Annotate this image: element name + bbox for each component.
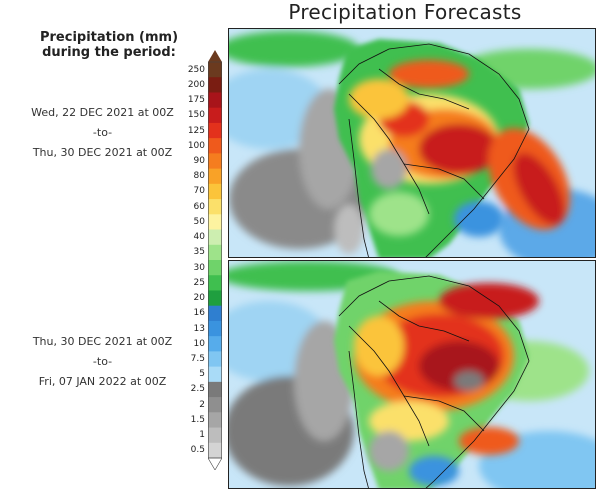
colorbar-label-60: 60: [193, 201, 205, 212]
colorbar-swatch-150: [208, 107, 222, 124]
colorbar-label-0.5: 0.5: [190, 445, 205, 456]
colorbar-swatch-7.5: [208, 351, 222, 368]
colorbar-swatch-60: [208, 199, 222, 215]
colorbar-swatch-25: [208, 275, 222, 291]
colorbar-label-10: 10: [193, 338, 205, 349]
precip-field-week2: [354, 283, 539, 486]
colorbar-swatch-16: [208, 305, 222, 322]
legend-heading-line1: Precipitation (mm): [39, 30, 179, 45]
period-1-start: Wed, 22 DEC 2021 at 00Z: [31, 106, 174, 119]
colorbar-label-80: 80: [193, 171, 205, 182]
colorbar-label-175: 175: [187, 95, 205, 106]
colorbar-label-150: 150: [187, 110, 205, 121]
colorbar-swatch-175: [208, 92, 222, 109]
colorbar-label-50: 50: [193, 216, 205, 227]
colorbar-swatch-35: [208, 244, 222, 261]
colorbar-label-90: 90: [193, 156, 205, 166]
country-borders-2: [338, 275, 530, 488]
colorbar-swatch-10: [208, 336, 222, 352]
colorbar-swatch-2.5: [208, 381, 222, 398]
precip-field-week1: [334, 60, 570, 254]
colorbar-swatch-1: [208, 427, 222, 444]
colorbar-border: [208, 61, 222, 459]
forecast-map-week1: [228, 28, 596, 258]
colorbar-swatch-2: [208, 397, 222, 413]
period-2-separator: -to-: [92, 355, 113, 368]
colorbar-label-1: 1: [199, 430, 205, 441]
period-1-separator: -to-: [92, 126, 113, 139]
colorbar-label-200: 200: [187, 79, 205, 90]
country-borders: [338, 43, 530, 257]
colorbar-top-arrow: [208, 50, 222, 62]
colorbar-swatch-5: [208, 366, 222, 383]
colorbar: [208, 50, 222, 470]
colorbar-label-5: 5: [199, 369, 205, 380]
legend-heading-line2: during the period:: [42, 45, 176, 60]
colorbar-label-25: 25: [193, 277, 205, 288]
page-title: Precipitation Forecasts: [288, 0, 522, 24]
colorbar-label-250: 250: [187, 64, 205, 75]
legend-heading: Precipitation (mm) during the period:: [14, 30, 204, 60]
map-week1-svg: [229, 29, 595, 257]
colorbar-label-125: 125: [187, 125, 205, 136]
colorbar-bottom-arrow: [208, 457, 222, 470]
colorbar-label-1.5: 1.5: [190, 414, 205, 425]
period-1-end: Thu, 30 DEC 2021 at 00Z: [32, 146, 173, 159]
colorbar-label-40: 40: [193, 232, 205, 243]
colorbar-label-100: 100: [187, 140, 205, 151]
period-2-start: Thu, 30 DEC 2021 at 00Z: [32, 335, 173, 348]
forecast-map-week2: [228, 260, 596, 489]
period-2-end: Fri, 07 JAN 2022 at 00Z: [38, 375, 167, 388]
colorbar-swatch-50: [208, 214, 222, 231]
colorbar-swatch-100: [208, 138, 222, 154]
colorbar-swatch-30: [208, 260, 222, 276]
colorbar-label-7.5: 7.5: [190, 354, 205, 364]
colorbar-label-30: 30: [193, 262, 205, 273]
colorbar-swatch-80: [208, 168, 222, 185]
colorbar-label-70: 70: [193, 186, 205, 197]
colorbar-swatch-70: [208, 183, 222, 200]
colorbar-swatch-125: [208, 122, 222, 139]
map-week2-svg: [229, 261, 595, 488]
colorbar-swatch-250: [208, 62, 222, 78]
colorbar-label-13: 13: [193, 323, 205, 334]
colorbar-swatch-40: [208, 229, 222, 246]
colorbar-swatch-90: [208, 153, 222, 170]
colorbar-swatch-200: [208, 77, 222, 93]
colorbar-swatch-0.5: [208, 442, 222, 459]
colorbar-swatch-20: [208, 290, 222, 307]
colorbar-label-35: 35: [193, 247, 205, 258]
colorbar-swatch-13: [208, 320, 222, 337]
period-1-label: Wed, 22 DEC 2021 at 00Z -to- Thu, 30 DEC…: [0, 103, 205, 163]
colorbar-label-2: 2: [199, 399, 205, 410]
colorbar-label-16: 16: [193, 308, 205, 319]
colorbar-label-2.5: 2.5: [190, 384, 205, 395]
colorbar-swatch-1.5: [208, 412, 222, 429]
colorbar-label-20: 20: [193, 293, 205, 304]
period-2-label: Thu, 30 DEC 2021 at 00Z -to- Fri, 07 JAN…: [0, 332, 205, 392]
